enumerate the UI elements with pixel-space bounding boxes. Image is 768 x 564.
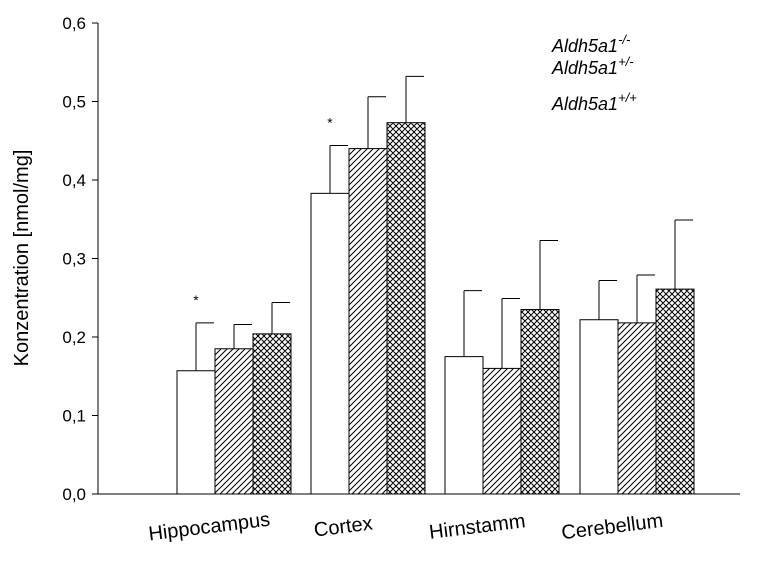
x-axis-labels: Hippocampus Cortex Hirnstamm Cerebellum [147, 509, 664, 546]
significance-markers: ** [193, 114, 333, 307]
bar [579, 319, 619, 495]
legend-entry: Aldh5a1+/+ [551, 90, 637, 114]
y-axis-ticks: 0,0 0,1 0,2 0,3 0,4 0,5 0,6 [62, 14, 98, 504]
y-tick-label: 0,0 [62, 485, 86, 504]
x-tick-label: Cortex [313, 513, 374, 542]
y-axis-title: Konzentration [nmol/mg] [11, 150, 33, 367]
bar [348, 148, 388, 495]
y-tick-label: 0,1 [62, 407, 86, 426]
x-tick-label: Cerebellum [560, 510, 664, 544]
bar [310, 192, 350, 495]
x-tick-label: Hippocampus [147, 509, 271, 546]
y-tick-label: 0,5 [62, 93, 86, 112]
bars-layer [176, 122, 695, 495]
bar [444, 356, 484, 495]
bar [617, 322, 657, 495]
bar [482, 367, 522, 495]
legend-entry: Aldh5a1-/- [551, 32, 631, 56]
x-tick-label: Hirnstamm [428, 510, 527, 544]
bar [176, 370, 216, 495]
legend-entry: Aldh5a1+/- [551, 54, 634, 78]
bar [655, 288, 695, 495]
error-bars-layer [195, 75, 693, 371]
y-tick-label: 0,6 [62, 14, 86, 33]
legend: Aldh5a1-/-Aldh5a1+/- Aldh5a1+/+ [551, 32, 637, 114]
bar [214, 348, 254, 495]
significance-marker: * [193, 292, 199, 308]
bar [520, 309, 560, 495]
y-tick-label: 0,3 [62, 250, 86, 269]
bar [252, 333, 292, 495]
y-tick-label: 0,4 [62, 171, 86, 190]
y-tick-label: 0,2 [62, 328, 86, 347]
significance-marker: * [327, 114, 333, 130]
bar [386, 122, 426, 495]
